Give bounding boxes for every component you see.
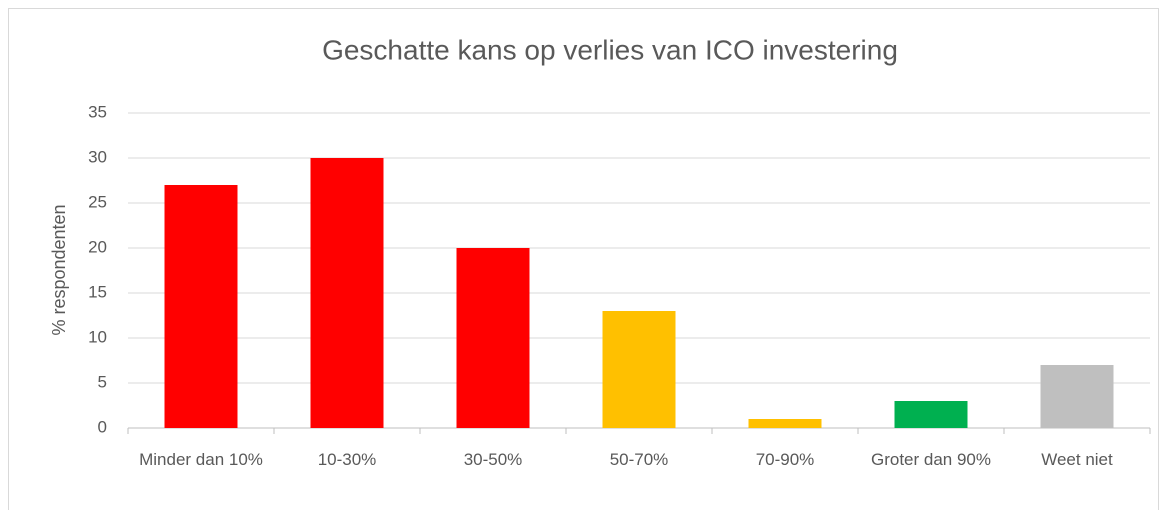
x-tick-label: Minder dan 10% — [139, 450, 263, 469]
chart-border — [8, 8, 1159, 510]
x-tick-label: 50-70% — [609, 450, 669, 469]
chart-title: Geschatte kans op verlies van ICO invest… — [322, 34, 898, 65]
x-tick-label: 10-30% — [317, 450, 377, 469]
y-tick-label: 10 — [88, 327, 107, 346]
bar — [602, 311, 676, 428]
x-tick-label: 30-50% — [463, 450, 523, 469]
bar — [456, 248, 530, 428]
bar — [748, 419, 822, 428]
y-tick-label: 0 — [98, 417, 107, 436]
x-tick-label: Weet niet — [1041, 450, 1113, 469]
y-tick-label: 5 — [98, 372, 107, 391]
bar — [894, 401, 968, 428]
y-tick-label: 15 — [88, 282, 107, 301]
y-axis-label: % respondenten — [49, 204, 69, 335]
y-tick-label: 25 — [88, 192, 107, 211]
bar — [164, 185, 238, 428]
y-tick-label: 35 — [88, 102, 107, 121]
bar — [310, 158, 384, 428]
bar — [1040, 365, 1114, 428]
y-tick-label: 30 — [88, 147, 107, 166]
x-tick-label: 70-90% — [755, 450, 815, 469]
y-tick-label: 20 — [88, 237, 107, 256]
x-tick-label: Groter dan 90% — [870, 450, 991, 469]
